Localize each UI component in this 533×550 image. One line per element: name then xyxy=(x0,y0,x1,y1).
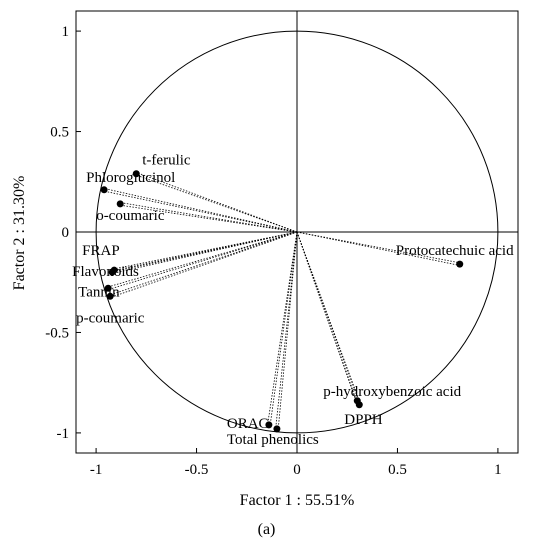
data-point xyxy=(132,170,140,178)
loading-vector xyxy=(269,231,298,426)
loading-vector xyxy=(296,231,460,266)
point-label: Flavonoids xyxy=(72,264,139,280)
data-point xyxy=(100,186,108,194)
data-point xyxy=(456,260,464,268)
loading-vectors xyxy=(103,172,461,430)
loading-vector xyxy=(108,231,298,290)
point-label: DPPH xyxy=(344,412,383,428)
point-label: ORAC xyxy=(227,416,269,432)
point-label: o-coumaric xyxy=(96,208,165,224)
data-point xyxy=(355,401,363,409)
data-point xyxy=(273,425,281,433)
x-tick-label: 0 xyxy=(293,462,301,478)
point-label: p-coumaric xyxy=(76,310,145,326)
point-label: Phloroglucinol xyxy=(86,170,175,186)
data-point xyxy=(106,292,114,300)
loading-vector xyxy=(296,231,359,406)
loading-vector xyxy=(296,231,359,401)
loading-vector xyxy=(112,231,298,274)
panel-label: (a) xyxy=(257,521,276,538)
data-point xyxy=(108,268,116,276)
loading-vector xyxy=(296,231,357,402)
loading-points xyxy=(100,170,464,433)
data-point xyxy=(116,200,124,208)
data-point xyxy=(265,421,273,429)
point-label: t-ferulic xyxy=(142,153,191,169)
loading-vector xyxy=(277,231,298,430)
x-tick-label: 0.5 xyxy=(388,462,407,478)
loading-vector xyxy=(275,231,298,429)
y-tick-label: -0.5 xyxy=(45,325,69,341)
y-tick-label: -1 xyxy=(57,426,70,442)
point-label: Protocatechuic acid xyxy=(396,243,514,259)
x-tick-label: -0.5 xyxy=(185,462,209,478)
point-label: Total phenolics xyxy=(227,432,319,448)
x-tick-label: -1 xyxy=(90,462,103,478)
y-tick-label: 0.5 xyxy=(50,125,69,141)
loading-vector xyxy=(296,231,361,405)
y-axis-label: Factor 2 : 31.30% xyxy=(11,176,28,291)
x-tick-label: 1 xyxy=(494,462,502,478)
y-tick-label: 0 xyxy=(62,225,70,241)
tick-labels: -1 -0.5 0 0.5 1 1 0.5 0 -0.5 -1 xyxy=(45,24,501,478)
loading-vector xyxy=(136,172,298,233)
point-label: FRAP xyxy=(82,243,120,259)
pca-loading-plot: -1 -0.5 0 0.5 1 1 0.5 0 -0.5 -1 t-ferulicPhlorogl… xyxy=(11,10,519,509)
data-point xyxy=(104,284,112,292)
loading-vector xyxy=(267,231,298,425)
point-label: p-hydroxybenzoic acid xyxy=(323,384,461,400)
y-tick-label: 1 xyxy=(62,24,70,40)
x-axis-label: Factor 1 : 55.51% xyxy=(240,492,355,509)
loading-vector xyxy=(135,174,298,233)
loading-vector xyxy=(296,231,461,264)
point-label: Tannin xyxy=(78,284,120,300)
